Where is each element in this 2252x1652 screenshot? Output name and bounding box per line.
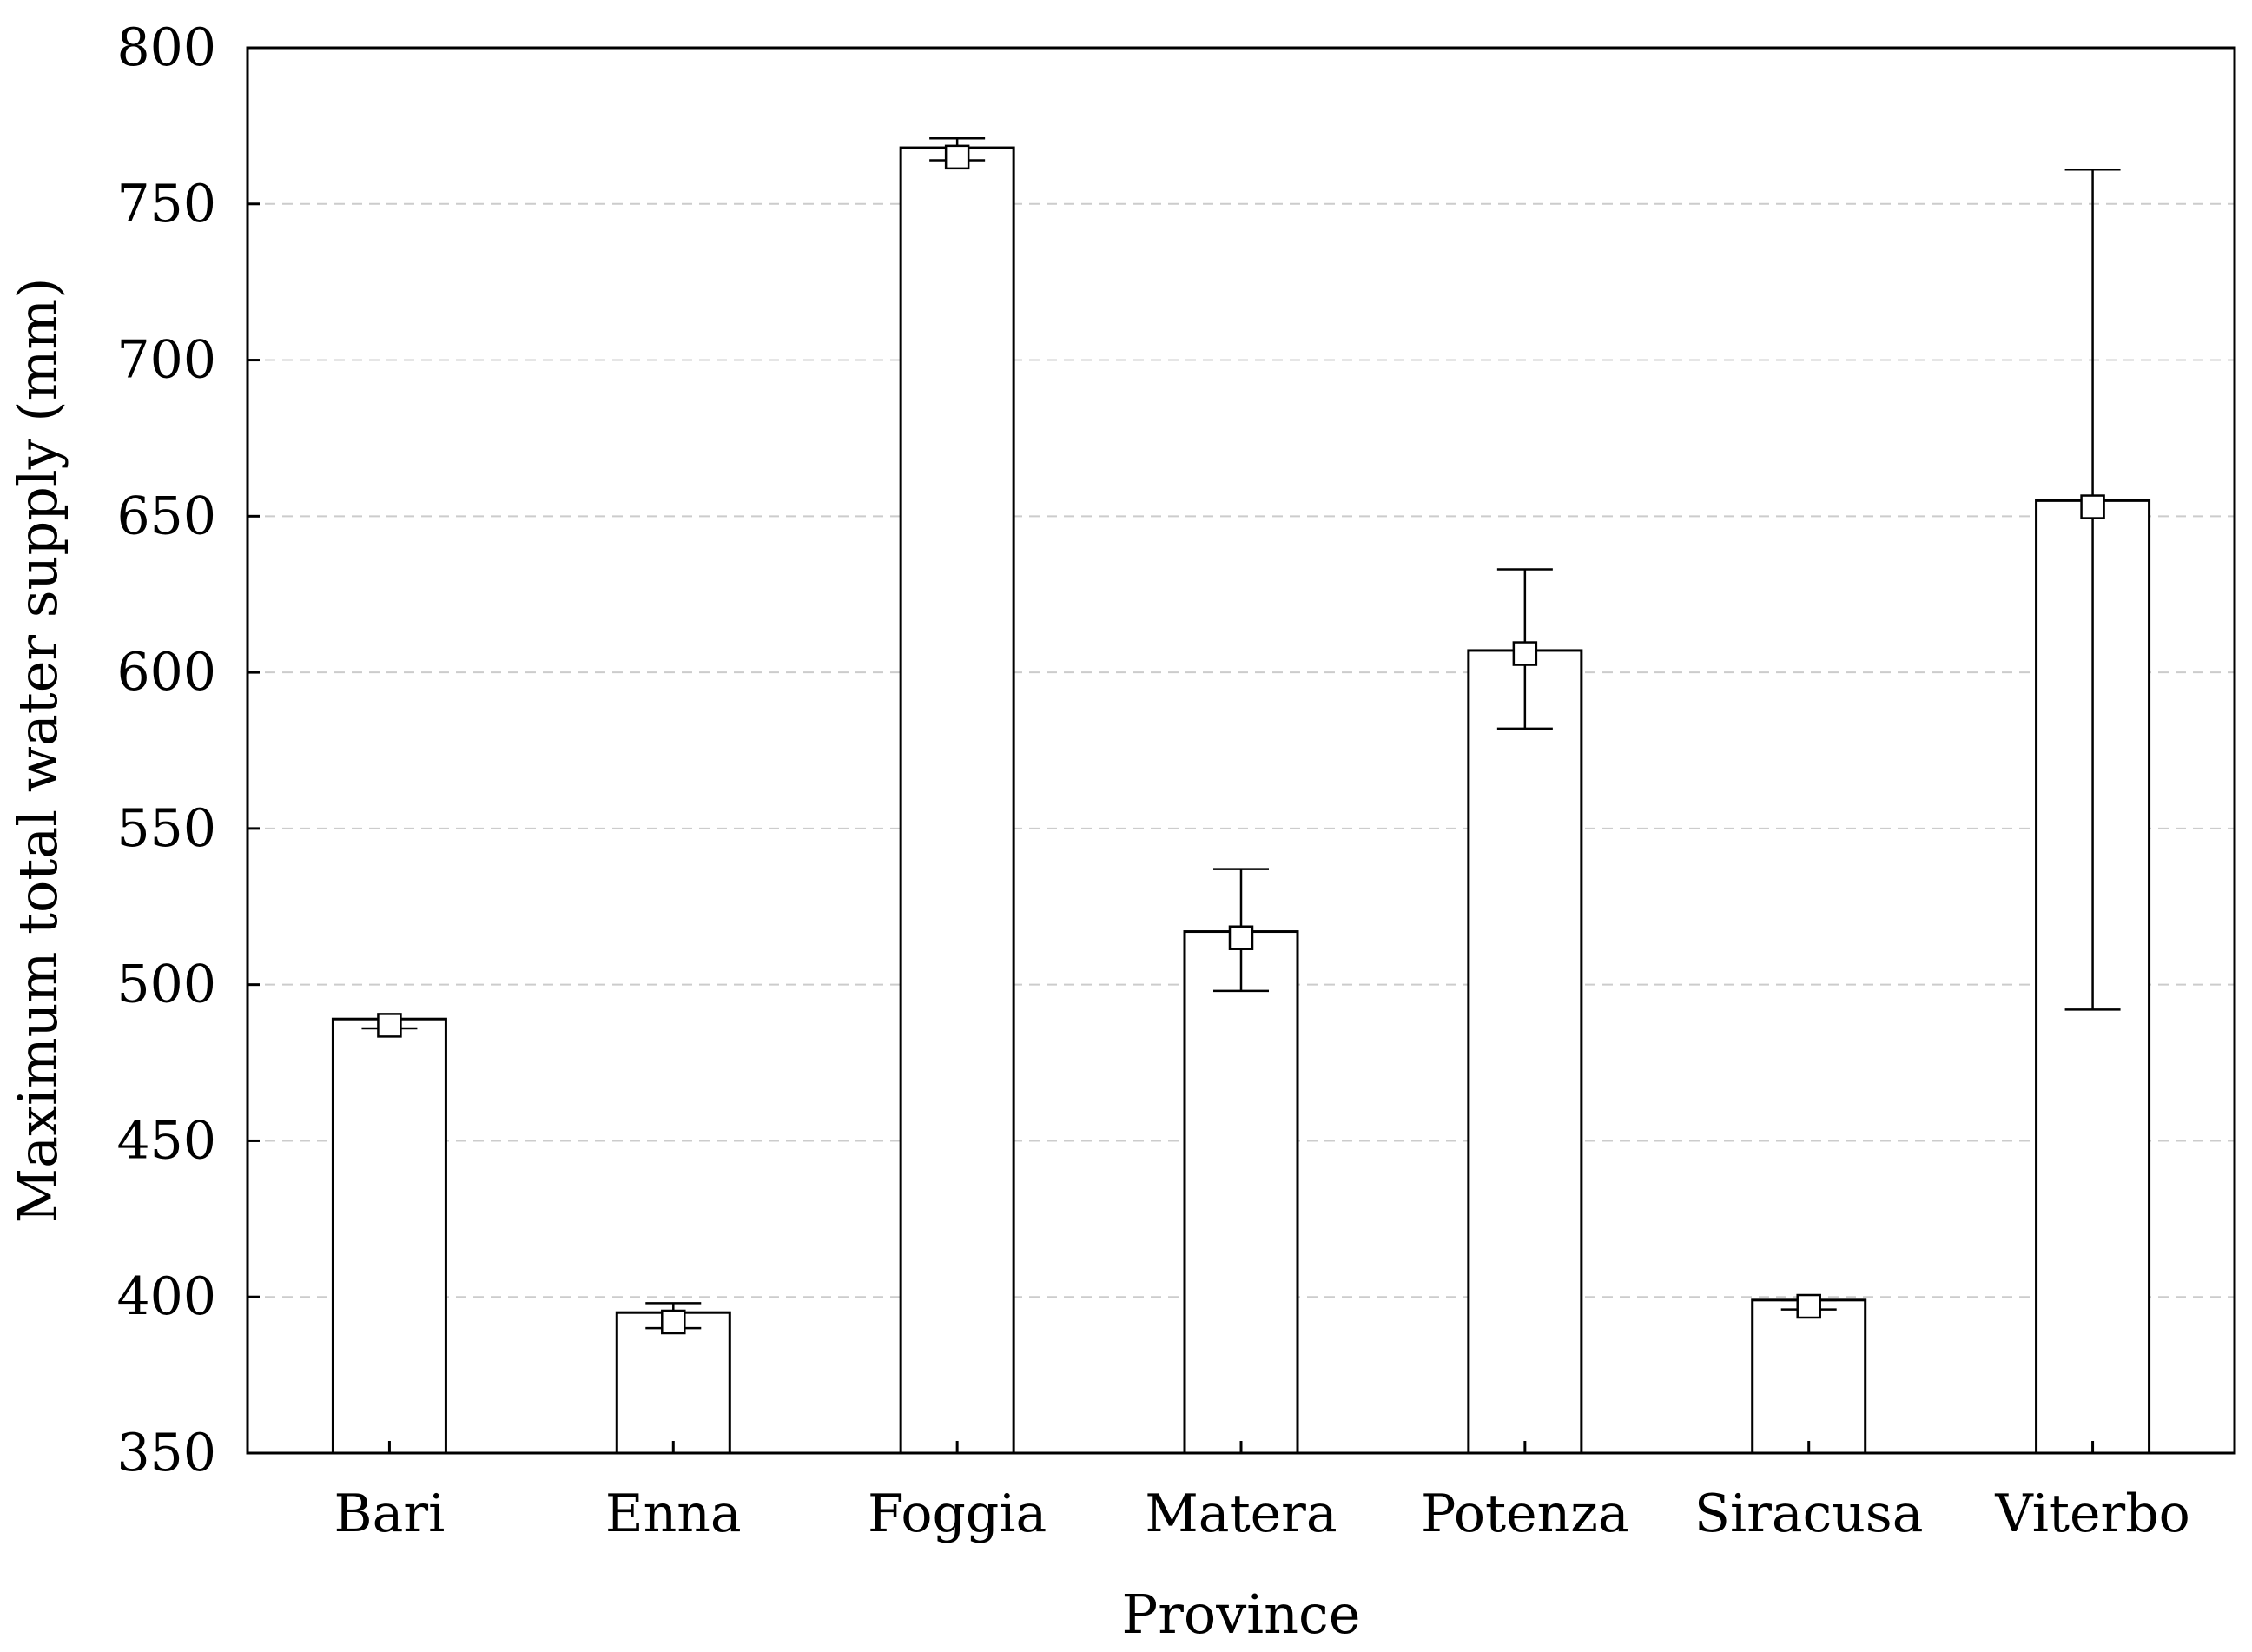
bar (615, 1311, 731, 1455)
x-tick-label: Matera (1145, 1483, 1337, 1544)
bar (1183, 930, 1299, 1455)
x-tick-label: Enna (605, 1483, 742, 1544)
x-tick-label: Viterbo (1994, 1483, 2189, 1544)
bars (331, 146, 2151, 1455)
y-tick-label: 500 (116, 955, 216, 1015)
mean-markers (377, 144, 2105, 1335)
mean-marker (1796, 1293, 1821, 1319)
y-tick-label: 350 (116, 1423, 216, 1483)
x-axis-title: Province (1122, 1583, 1361, 1646)
x-tick-label: Bari (334, 1483, 446, 1544)
y-axis-title: Maximum total water supply (mm) (6, 278, 69, 1224)
y-tick-label: 700 (116, 330, 216, 391)
y-tick-label: 400 (116, 1266, 216, 1327)
y-tick-label: 750 (116, 174, 216, 235)
mean-marker (377, 1013, 402, 1038)
y-tick-label: 600 (116, 642, 216, 703)
y-tick-label: 800 (116, 17, 216, 78)
x-tick-label: Potenza (1421, 1483, 1629, 1544)
bar (1751, 1298, 1867, 1455)
x-tick-label: Siracusa (1694, 1483, 1924, 1544)
bar (331, 1017, 447, 1455)
mean-marker (661, 1309, 686, 1335)
y-axis-ticks: 350 400 450 500 550 600 650 700 750 800 (116, 17, 260, 1483)
y-tick-label: 550 (116, 798, 216, 859)
x-axis-ticks: Bari Enna Foggia Matera Potenza Siracusa Viter… (334, 1441, 2190, 1544)
bar (899, 146, 1015, 1455)
mean-marker (2080, 494, 2105, 519)
x-tick-label: Foggia (868, 1483, 1047, 1544)
y-tick-label: 650 (116, 486, 216, 546)
mean-marker (1512, 641, 1538, 666)
mean-marker (1228, 925, 1254, 950)
bar (1467, 649, 1583, 1455)
mean-marker (944, 144, 970, 170)
y-tick-label: 450 (116, 1110, 216, 1171)
